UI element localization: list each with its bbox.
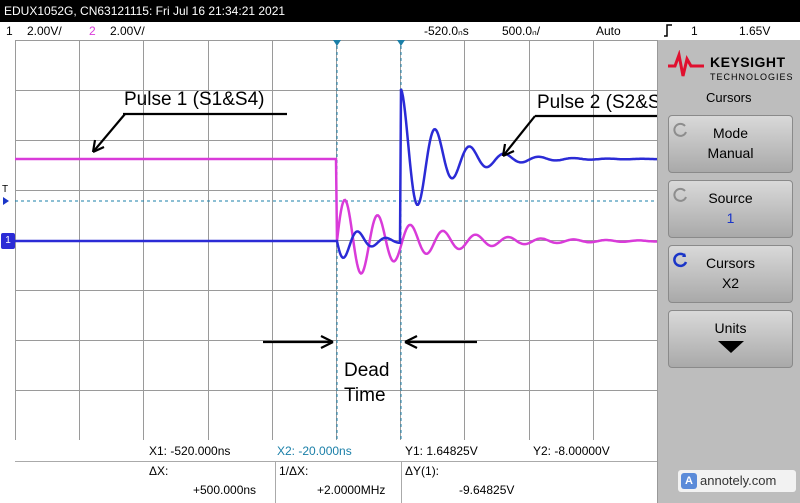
annotation-arrows — [91, 112, 657, 349]
trigger-level-marker[interactable]: T — [2, 184, 9, 195]
cursors-softkey[interactable]: Cursors X2 — [668, 245, 793, 303]
time-scale[interactable]: 500.0ₙ/ — [502, 24, 541, 38]
title-bar: EDUX1052G, CN63121115: Fri Jul 16 21:34:… — [0, 0, 800, 22]
time-annotation: Time — [344, 385, 386, 406]
waveform-display[interactable]: T 1 Pulse 1 (S1&S4) Pulse 2 (S2&S3) Dead… — [1, 40, 677, 440]
trigger-level-arrow-icon[interactable] — [3, 197, 9, 205]
units-softkey[interactable]: Units — [668, 310, 793, 368]
rotate-knob-icon — [673, 187, 687, 202]
keysight-wave-logo-icon — [668, 50, 704, 77]
y2-readout: Y2: -8.00000V — [533, 444, 610, 458]
acquisition-mode[interactable]: Auto — [596, 24, 621, 38]
dead-annotation: Dead — [344, 360, 390, 381]
time-delay[interactable]: -520.0ₙs — [424, 24, 469, 38]
annotely-icon: A — [681, 473, 697, 489]
delta-y-label: ΔY(1): — [405, 464, 440, 478]
ch1-number[interactable]: 1 — [6, 24, 13, 38]
y1-readout: Y1: 1.64825V — [405, 444, 478, 458]
source-softkey[interactable]: Source 1 — [668, 180, 793, 238]
ch1-scale[interactable]: 2.00V/ — [27, 24, 62, 38]
pulse1-annotation: Pulse 1 (S1&S4) — [124, 89, 265, 110]
graticule — [15, 40, 657, 440]
inverse-delta-x-value: +2.0000MHz — [317, 483, 386, 497]
rotate-knob-icon — [673, 122, 687, 137]
keysight-logo: KEYSIGHT TECHNOLOGIES — [666, 46, 794, 86]
ch1-waveform — [15, 88, 657, 260]
ch2-waveform — [15, 157, 657, 275]
rising-edge-trigger-icon — [663, 24, 673, 42]
annotely-watermark: A annotely.com — [678, 470, 796, 492]
ch1-ground-marker[interactable]: 1 — [1, 233, 15, 249]
x1-readout: X1: -520.000ns — [149, 444, 231, 458]
cursor-x2-marker[interactable] — [397, 40, 405, 46]
softkey-panel: KEYSIGHT TECHNOLOGIES Cursors Mode Manua… — [657, 40, 800, 503]
mode-softkey[interactable]: Mode Manual — [668, 115, 793, 173]
menu-title: Cursors — [706, 90, 752, 105]
delta-x-label: ΔX: — [149, 464, 169, 478]
ch2-number[interactable]: 2 — [89, 24, 96, 38]
pulse2-annotation: Pulse 2 (S2&S3) — [537, 92, 678, 113]
cursor-readout-bar: X1: -520.000ns X2: -20.000ns Y1: 1.64825… — [15, 440, 657, 503]
inverse-delta-x-label: 1/ΔX: — [279, 464, 309, 478]
channel-status-bar: 1 2.00V/ 2 2.00V/ -520.0ₙs 500.0ₙ/ Auto … — [0, 22, 800, 40]
delta-y-value: -9.64825V — [459, 483, 515, 497]
ch2-scale[interactable]: 2.00V/ — [110, 24, 145, 38]
delta-x-value: +500.000ns — [193, 483, 257, 497]
cursor-x1-marker[interactable] — [333, 40, 341, 46]
trigger-source[interactable]: 1 — [691, 24, 698, 38]
down-arrow-icon — [717, 341, 744, 353]
rotate-knob-icon — [673, 252, 688, 268]
x2-readout: X2: -20.000ns — [277, 444, 352, 458]
trigger-level[interactable]: 1.65V — [739, 24, 771, 38]
